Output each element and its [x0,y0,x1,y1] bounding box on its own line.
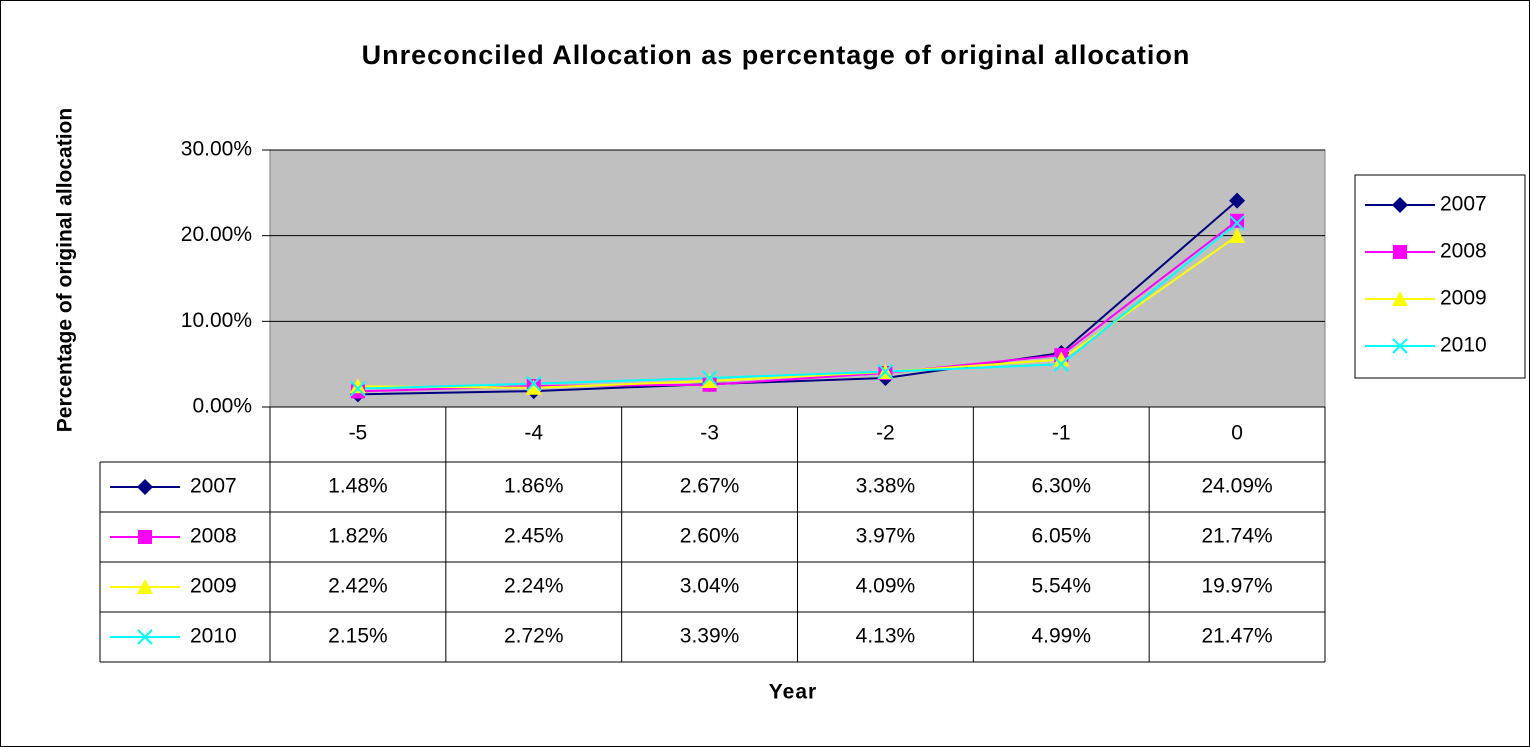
table-value: 6.30% [1031,475,1091,498]
x-tick-label: -3 [700,422,719,445]
table-value: 3.97% [856,525,916,548]
legend-label: 2010 [1440,334,1487,357]
table-value: 2.15% [328,625,388,648]
marker [877,363,894,380]
table-value: 1.86% [504,475,564,498]
marker [526,375,542,392]
x-tick-label: -5 [349,422,368,445]
plot-area [269,149,1326,408]
legend-box [1354,174,1526,379]
table-value: 21.74% [1201,525,1272,548]
x-tick-label: -1 [1052,422,1071,445]
x-axis-label: Year [769,681,817,704]
marker [1393,245,1407,259]
table-row-label: 2010 [190,625,237,648]
table-row-label: 2009 [190,575,237,598]
marker [1392,197,1408,213]
y-axis-label: Percentage of original allocation [54,108,77,432]
y-tick-label: 10.00% [181,309,252,332]
table-value: 4.09% [856,575,916,598]
marker [1053,356,1069,372]
y-tick-label: 20.00% [181,223,252,246]
series-line [357,222,1238,390]
table-value: 1.48% [328,475,388,498]
marker [350,380,366,397]
series-line [357,199,1238,396]
table-value: 1.82% [328,525,388,548]
marker [1392,338,1408,354]
x-tick-label: -4 [524,422,543,445]
table-value: 4.13% [856,625,916,648]
table-row-label: 2007 [190,475,237,498]
marker [1053,351,1070,367]
y-tick-label: 30.00% [181,138,252,161]
marker [1230,213,1245,228]
marker [1392,291,1408,306]
marker [525,379,542,395]
table-value: 6.05% [1031,525,1091,548]
table-value: 2.67% [680,475,740,498]
marker [701,372,718,388]
marker [137,579,153,594]
table-value: 2.42% [328,575,388,598]
marker [1229,192,1246,209]
series-line [357,235,1238,389]
table-value: 3.04% [680,575,740,598]
table-value: 3.39% [680,625,740,648]
table-value: 4.99% [1031,625,1091,648]
legend-label: 2008 [1440,240,1487,263]
table-value: 19.97% [1201,575,1272,598]
table-value: 2.72% [504,625,564,648]
chart-title: Unreconciled Allocation as percentage of… [362,40,1191,70]
table-value: 2.45% [504,525,564,548]
marker [138,530,152,544]
table-value: 21.47% [1201,625,1272,648]
x-tick-label: -2 [876,422,895,445]
marker [137,479,153,495]
legend-label: 2007 [1440,193,1487,216]
x-tick-label: 0 [1231,422,1243,445]
table-row-label: 2008 [190,525,237,548]
table-value: 2.60% [680,525,740,548]
table-value: 2.24% [504,575,564,598]
table-value: 24.09% [1201,475,1272,498]
y-tick-label: 0.00% [192,395,252,418]
marker [349,378,366,394]
table-value: 3.38% [856,475,916,498]
marker [701,370,718,386]
marker [137,629,153,645]
table-value: 5.54% [1031,575,1091,598]
marker [1229,227,1246,243]
legend-label: 2009 [1440,287,1487,310]
marker [1229,215,1245,231]
